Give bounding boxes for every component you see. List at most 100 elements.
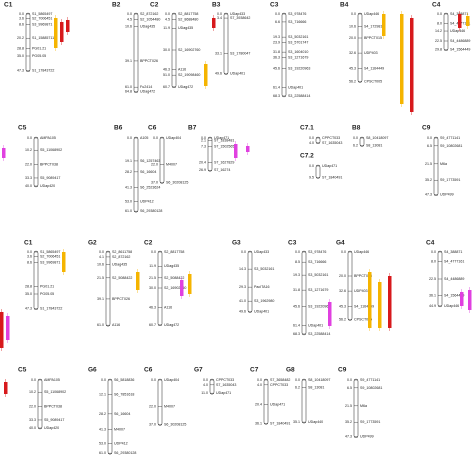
marker-name: S4_1564449 <box>444 293 464 297</box>
marker-position: 20.4 <box>255 402 262 406</box>
chromosome-label: G6 <box>88 367 97 374</box>
marker-name: A116 <box>164 306 172 310</box>
marker-position: 20.2 <box>17 36 24 40</box>
marker-name: UDag472 <box>178 85 193 89</box>
chromosome <box>301 250 307 336</box>
chromosome <box>347 250 353 321</box>
chromosome-label: C4 <box>426 240 435 247</box>
chromosome <box>433 136 439 197</box>
marker-position: 45.6 <box>273 67 280 71</box>
chromosome-label: C4 <box>432 2 441 9</box>
marker-name: S6_12574631 <box>140 159 162 163</box>
marker-name: S8_13081 <box>308 385 324 389</box>
marker-position: 36.1 <box>429 293 436 297</box>
marker-name: M4007 <box>166 162 177 166</box>
marker-name: UDap471 <box>322 164 337 168</box>
chromosome-label: C6 <box>144 367 153 374</box>
chromosome <box>33 136 39 188</box>
marker-position: 3.6 <box>27 254 32 258</box>
marker-name: UDag435 <box>164 264 179 268</box>
marker-name: S2_5088422 <box>164 276 184 280</box>
marker-position: 0.0 <box>201 136 206 140</box>
marker-name: S6_16604 <box>140 170 156 174</box>
marker-position: 22.5 <box>429 277 436 281</box>
marker-position: 4.0 <box>309 141 314 145</box>
chromosome <box>133 136 139 213</box>
marker-position: 9.5 <box>309 175 314 179</box>
marker-name: CPPCT033 <box>270 383 288 387</box>
marker-position: 22.5 <box>435 39 442 43</box>
marker-name: UDap433 <box>254 250 269 254</box>
marker-position: 29.3 <box>239 285 246 289</box>
chromosome <box>263 378 269 425</box>
marker-name: S9_1773591 <box>440 178 460 182</box>
marker-name: S8_10418097 <box>308 378 330 382</box>
marker-position: 30.0 <box>149 286 156 290</box>
marker-name: PG01.21 <box>32 47 46 51</box>
marker-name: S2_8817758 <box>178 12 198 16</box>
chromosome-label: C7 <box>250 367 259 374</box>
marker-name: S4_1164449 <box>364 66 384 70</box>
marker-name: S3_19220963 <box>288 67 310 71</box>
marker-position: 61.0 <box>125 85 132 89</box>
marker-name: S2_16902760 <box>178 48 200 52</box>
marker-name: S4_1164449 <box>354 304 374 308</box>
marker-name: S2_16902760 <box>164 286 186 290</box>
chromosome <box>33 250 39 311</box>
marker-name: S9_10802681 <box>440 144 462 148</box>
marker-position: 40.0 <box>29 426 36 430</box>
marker-name: S3_978476 <box>288 12 306 16</box>
marker-name: S2_7006451 <box>32 16 52 20</box>
marker-name: S3_19220963 <box>308 305 330 309</box>
marker-name: UDag435 <box>178 26 193 30</box>
marker-position: 64.8 <box>125 90 132 94</box>
marker-position: 21.5 <box>97 276 104 280</box>
marker-name: S5_11068902 <box>40 148 62 152</box>
marker-position: 30.0 <box>163 48 170 52</box>
marker-name: UDag472 <box>164 323 179 327</box>
chromosome-label: B3 <box>212 2 221 9</box>
marker-name: BPPCT015 <box>364 36 382 40</box>
marker-position: 11.9 <box>163 26 170 30</box>
marker-name: S1_17843722 <box>40 307 62 311</box>
chromosome <box>315 136 321 145</box>
marker-name: PG05.05 <box>40 292 54 296</box>
marker-position: 28.8 <box>25 285 32 289</box>
marker-position: 10.6 <box>97 263 104 267</box>
marker-name: S6_29380128 <box>114 451 136 455</box>
marker-name: CPPCT033 <box>216 378 234 382</box>
marker-position: 3.4 <box>217 16 222 20</box>
marker-position: 53.0 <box>99 442 106 446</box>
chromosome <box>443 12 449 52</box>
marker-name: UDP499 <box>360 435 374 439</box>
chromosome-label: B2 <box>112 2 121 9</box>
marker-position: 49.6 <box>239 309 246 313</box>
marker-position: 0.0 <box>101 378 106 382</box>
chromosome <box>207 136 213 172</box>
chromosome-label: C7.2 <box>300 153 314 160</box>
marker-position: 22.0 <box>25 162 32 166</box>
marker-name: A116 <box>178 68 186 72</box>
marker-position: 10.2 <box>25 148 32 152</box>
marker-name: S7_3938642 <box>230 16 250 20</box>
marker-name: UDag435 <box>140 25 155 29</box>
marker-position: 21.5 <box>345 404 352 408</box>
marker-position: 0.0 <box>19 12 24 16</box>
marker-name: S4_388871 <box>450 12 468 16</box>
marker-name: S4_388871 <box>444 250 462 254</box>
marker-name: S2_872162 <box>140 12 158 16</box>
marker-position: 56.2 <box>339 317 346 321</box>
marker-position: 4.0 <box>203 383 208 387</box>
chromosome <box>157 250 163 327</box>
marker-name: S6_30208125 <box>166 180 188 184</box>
marker-position: 35.1 <box>293 420 300 424</box>
marker-name: UDap433 <box>230 12 245 16</box>
marker-name: S2_8817758 <box>164 250 184 254</box>
chromosome-label: C7.1 <box>300 125 314 132</box>
chromosome <box>133 12 139 94</box>
marker-position: 0.0 <box>353 136 358 140</box>
marker-position: 20.4 <box>199 160 206 164</box>
marker-name: S3_22588414 <box>308 332 330 336</box>
chromosome-label: C2 <box>150 2 159 9</box>
marker-position: 23.9 <box>273 41 280 45</box>
